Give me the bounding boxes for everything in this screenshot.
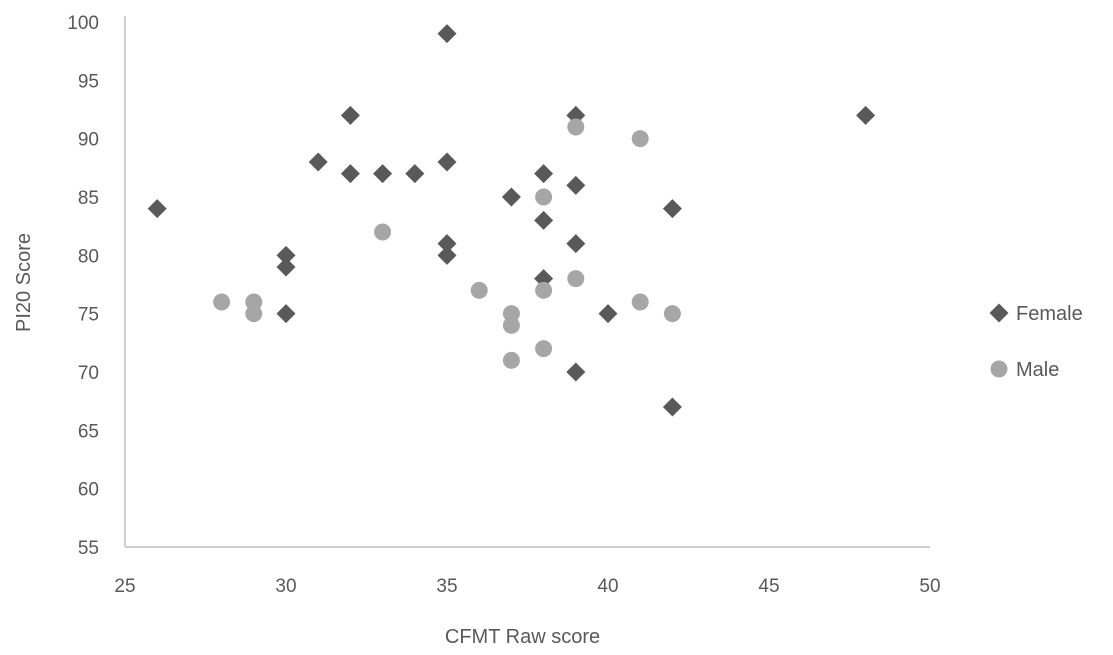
data-point [276,257,296,277]
data-point [631,130,649,148]
data-point [437,245,457,265]
data-point [501,187,521,207]
series-male [213,118,681,369]
data-point [147,199,167,219]
x-tick-label: 25 [114,576,135,597]
data-point [535,340,553,358]
data-point [437,152,457,172]
data-points [147,24,876,417]
y-tick-label: 100 [67,13,99,34]
x-axis-title: CFMT Raw score [445,626,600,648]
y-axis-ticks: 55 60 65 70 75 80 85 90 95 100 [67,13,99,559]
data-point [340,105,360,125]
y-tick-label: 75 [78,305,99,326]
legend-marker-male [990,360,1008,378]
x-tick-label: 50 [919,576,940,597]
data-point [534,210,554,230]
x-tick-label: 45 [758,576,779,597]
data-point [373,164,393,184]
y-axis-title: PI20 Score [13,233,35,332]
data-point [631,293,649,311]
y-tick-label: 65 [78,421,99,442]
data-point [502,305,520,323]
x-axis-ticks: 25 30 35 40 45 50 [114,576,940,597]
data-point [213,293,231,311]
data-point [567,270,585,288]
data-point [663,305,681,323]
data-point [566,175,586,195]
data-point [535,281,553,299]
data-point [374,223,392,241]
data-point [437,24,457,44]
data-point [856,105,876,125]
data-point [276,304,296,324]
y-tick-label: 55 [78,538,99,559]
x-tick-label: 30 [275,576,296,597]
y-tick-label: 80 [78,246,99,267]
y-tick-label: 90 [78,130,99,151]
y-tick-label: 70 [78,363,99,384]
y-tick-label: 95 [78,71,99,92]
data-point [470,281,488,299]
data-point [308,152,328,172]
data-point [340,164,360,184]
legend-label-female: Female [1016,303,1083,325]
plot-area [124,16,930,548]
data-point [502,351,520,369]
y-tick-label: 85 [78,188,99,209]
data-point [566,362,586,382]
data-point [245,305,263,323]
data-point [535,188,553,206]
data-point [405,164,425,184]
data-point [567,118,585,136]
x-tick-label: 40 [597,576,618,597]
legend: Female Male [989,303,1083,381]
data-point [245,293,263,311]
data-point [534,164,554,184]
data-point [276,245,296,265]
data-point [662,199,682,219]
data-point [566,234,586,254]
data-point [598,304,618,324]
data-point [502,316,520,334]
data-point [662,397,682,417]
x-tick-label: 35 [436,576,457,597]
y-tick-label: 60 [78,480,99,501]
series-female [147,24,876,417]
legend-marker-female [989,303,1009,323]
data-point [437,234,457,254]
legend-label-male: Male [1016,359,1059,381]
